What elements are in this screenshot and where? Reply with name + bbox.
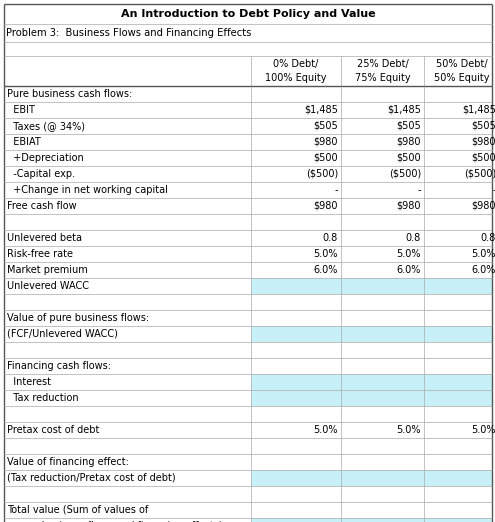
- Bar: [251, 390, 492, 406]
- Text: $980: $980: [396, 137, 421, 147]
- Text: 50% Debt/: 50% Debt/: [436, 60, 487, 69]
- Text: Value of pure business flows:: Value of pure business flows:: [7, 313, 149, 323]
- Text: -Capital exp.: -Capital exp.: [7, 169, 75, 179]
- Text: $980: $980: [396, 201, 421, 211]
- Text: 6.0%: 6.0%: [314, 265, 338, 275]
- Text: Value of financing effect:: Value of financing effect:: [7, 457, 129, 467]
- Text: Financing cash flows:: Financing cash flows:: [7, 361, 111, 371]
- Text: -: -: [417, 185, 421, 195]
- Text: $505: $505: [396, 121, 421, 131]
- Bar: [251, 326, 492, 342]
- Text: $1,485: $1,485: [304, 105, 338, 115]
- Text: $980: $980: [313, 137, 338, 147]
- Text: $500: $500: [313, 153, 338, 163]
- Text: $980: $980: [472, 201, 495, 211]
- Text: 6.0%: 6.0%: [472, 265, 495, 275]
- Text: 5.0%: 5.0%: [313, 425, 338, 435]
- Text: +Change in net working capital: +Change in net working capital: [7, 185, 168, 195]
- Text: +Depreciation: +Depreciation: [7, 153, 84, 163]
- Text: Tax reduction: Tax reduction: [7, 393, 79, 403]
- Bar: [251, 278, 492, 294]
- Bar: [251, 374, 492, 390]
- Text: $980: $980: [313, 201, 338, 211]
- Text: $500: $500: [396, 153, 421, 163]
- Text: Interest: Interest: [7, 377, 51, 387]
- Text: 25% Debt/: 25% Debt/: [356, 60, 408, 69]
- Text: $980: $980: [472, 137, 495, 147]
- Text: (FCF/Unlevered WACC): (FCF/Unlevered WACC): [7, 329, 118, 339]
- Text: Free cash flow: Free cash flow: [7, 201, 77, 211]
- Text: pure business flows and financing effects): pure business flows and financing effect…: [7, 521, 223, 522]
- Text: Problem 3:  Business Flows and Financing Effects: Problem 3: Business Flows and Financing …: [6, 28, 251, 38]
- Text: Total value (Sum of values of: Total value (Sum of values of: [7, 505, 148, 515]
- Text: 50% Equity: 50% Equity: [434, 73, 489, 82]
- Text: ($500): ($500): [464, 169, 495, 179]
- Text: -: -: [493, 185, 495, 195]
- Text: $505: $505: [313, 121, 338, 131]
- Text: 5.0%: 5.0%: [472, 249, 495, 259]
- Text: $1,485: $1,485: [462, 105, 495, 115]
- Text: 5.0%: 5.0%: [396, 425, 421, 435]
- Bar: [251, 518, 492, 522]
- Text: Pretax cost of debt: Pretax cost of debt: [7, 425, 99, 435]
- Text: (Tax reduction/Pretax cost of debt): (Tax reduction/Pretax cost of debt): [7, 473, 176, 483]
- Text: Market premium: Market premium: [7, 265, 88, 275]
- Text: Pure business cash flows:: Pure business cash flows:: [7, 89, 132, 99]
- Text: Taxes (@ 34%): Taxes (@ 34%): [7, 121, 85, 131]
- Text: $1,485: $1,485: [387, 105, 421, 115]
- Text: 75% Equity: 75% Equity: [355, 73, 410, 82]
- Text: Unlevered beta: Unlevered beta: [7, 233, 82, 243]
- Text: $505: $505: [471, 121, 495, 131]
- Text: Unlevered WACC: Unlevered WACC: [7, 281, 89, 291]
- Text: 0.8: 0.8: [481, 233, 495, 243]
- Text: ($500): ($500): [306, 169, 338, 179]
- Text: EBIAT: EBIAT: [7, 137, 41, 147]
- Text: 100% Equity: 100% Equity: [265, 73, 327, 82]
- Bar: [251, 470, 492, 486]
- Text: $500: $500: [471, 153, 495, 163]
- Text: EBIT: EBIT: [7, 105, 35, 115]
- Text: 0.8: 0.8: [323, 233, 338, 243]
- Text: -: -: [335, 185, 338, 195]
- Text: 6.0%: 6.0%: [396, 265, 421, 275]
- Text: Risk-free rate: Risk-free rate: [7, 249, 73, 259]
- Text: 5.0%: 5.0%: [396, 249, 421, 259]
- Text: An Introduction to Debt Policy and Value: An Introduction to Debt Policy and Value: [121, 9, 375, 19]
- Text: 5.0%: 5.0%: [313, 249, 338, 259]
- Text: 5.0%: 5.0%: [472, 425, 495, 435]
- Text: 0% Debt/: 0% Debt/: [273, 60, 319, 69]
- Text: 0.8: 0.8: [406, 233, 421, 243]
- Text: ($500): ($500): [389, 169, 421, 179]
